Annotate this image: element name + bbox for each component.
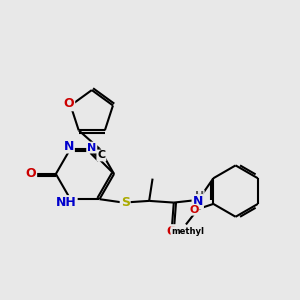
Text: N: N: [193, 195, 203, 208]
Text: methyl: methyl: [171, 227, 204, 236]
Text: N: N: [87, 142, 96, 153]
Text: O: O: [189, 205, 199, 215]
Text: O: O: [167, 225, 177, 238]
Text: H: H: [194, 191, 204, 201]
Text: S: S: [121, 196, 130, 209]
Text: O: O: [26, 167, 36, 181]
Text: C: C: [97, 151, 105, 160]
Text: O: O: [64, 97, 74, 110]
Text: N: N: [64, 140, 74, 152]
Text: NH: NH: [56, 196, 77, 209]
